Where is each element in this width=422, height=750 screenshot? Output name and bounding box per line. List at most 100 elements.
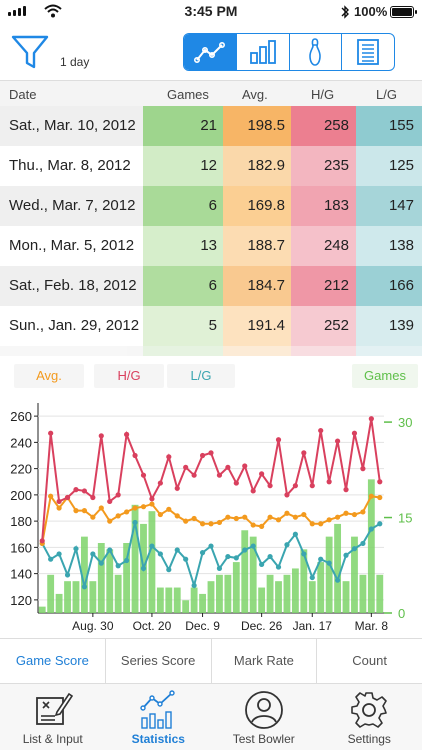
legend-hg[interactable]: H/G [94,364,164,388]
header-avg[interactable]: Avg. [242,87,268,102]
y-tick-label: 220 [10,462,32,477]
x-tick-label: Jan. 17 [293,619,333,633]
data-point [199,452,206,459]
legend-avg[interactable]: Avg. [14,364,84,388]
data-point [326,517,332,523]
games-bar [325,536,333,613]
tab-statistics[interactable]: Statistics [106,684,212,750]
cell-lg [356,346,422,356]
game-score-chart: 120 140 160 180 200 220 240 260 0 15 30 Aug. 30 Oct.… [10,403,412,633]
bar-chart-view-button[interactable] [237,34,290,70]
pin-view-button[interactable] [290,34,343,70]
y-tick-label: 180 [10,514,32,529]
table-row[interactable]: Sat., Feb. 18, 2012 6 184.7 212 166 [0,266,422,306]
cell-hg: 248 [291,226,356,266]
data-point [90,514,96,520]
stats-table: Sat., Mar. 10, 2012 21 198.5 258 155 Thu., Ma… [0,106,422,356]
y-right-tick-label: 15 [398,511,412,526]
cell-avg: 191.4 [223,306,291,346]
data-point [107,498,113,505]
list-view-button[interactable] [342,34,394,70]
legend-games[interactable]: Games [352,364,418,388]
toolbar: 1 day [0,24,422,80]
cell-games: 5 [143,306,223,346]
data-point [343,487,349,493]
data-point [292,483,298,489]
data-point [275,437,282,443]
cell-date: Thu., Mar. 8, 2012 [9,157,131,174]
y-tick-label: 260 [10,409,32,424]
cell-hg: 252 [291,306,356,346]
games-bar [72,581,80,613]
data-point [115,563,121,569]
tab-mark-rate[interactable]: Mark Rate [212,639,318,683]
table-row[interactable]: Thu., Mar. 8, 2012 12 182.9 235 125 [0,146,422,186]
games-bar [173,587,181,613]
cell-games: 6 [143,186,223,226]
y-tick-label: 200 [10,488,32,503]
table-row[interactable]: Mon., Mar. 5, 2012 13 188.7 248 138 [0,226,422,266]
data-point [351,511,358,518]
tab-count[interactable]: Count [352,653,387,668]
tab-game-score[interactable]: Game Score [0,639,106,683]
cell-lg: 166 [356,266,422,306]
data-point [183,464,189,470]
data-point [242,463,248,469]
y-right-tick-label: 0 [398,606,405,621]
bowler-icon [244,691,283,729]
data-point [140,472,147,478]
games-bar [224,574,232,613]
tab-test-bowler[interactable]: Test Bowler [211,684,317,750]
data-point [56,498,62,505]
cell-games: 13 [143,226,223,266]
x-tick-label: Dec. 26 [241,619,283,633]
y-tick-label: 140 [10,567,32,582]
header-lg[interactable]: L/G [376,87,397,102]
cell-lg: 155 [356,106,422,146]
tab-list-input-label: List & Input [22,732,83,746]
games-bar [376,574,384,613]
cell-date [0,346,143,356]
table-row[interactable]: Sat., Mar. 10, 2012 21 198.5 258 155 [0,106,422,146]
data-point [183,556,189,562]
data-point [56,551,62,557]
tab-settings[interactable]: Settings [317,684,422,750]
bar-chart-icon [249,40,276,64]
games-bar [317,562,325,613]
data-point [208,450,214,456]
data-point [132,505,138,511]
data-point [334,577,341,583]
line-chart-view-button[interactable] [184,34,237,70]
data-point [334,438,341,444]
filter-icon[interactable] [10,34,50,70]
data-point [351,430,358,436]
table-row[interactable]: Sun., Jan. 29, 2012 5 191.4 252 139 [0,306,422,346]
cell-hg: 212 [291,266,356,306]
games-bar [89,581,97,613]
cell-avg [223,346,291,356]
y-right-tick-label: 30 [398,415,412,430]
games-bar [283,574,291,613]
data-point [259,523,265,529]
data-point [81,584,88,590]
header-hg[interactable]: H/G [311,87,335,102]
header-date[interactable]: Date [9,87,37,102]
period-label: 1 day [60,55,90,69]
legend-lg[interactable]: L/G [167,364,235,388]
data-point [326,479,332,485]
bowling-pin-icon [309,38,322,66]
table-row[interactable]: Wed., Mar. 7, 2012 6 169.8 183 147 [0,186,422,226]
data-point [275,564,282,570]
data-point [90,551,96,557]
games-bar [148,511,156,613]
header-games[interactable]: Games [167,87,209,102]
games-bar [241,530,249,613]
data-point [174,485,180,491]
games-bar [216,574,223,613]
tab-list-input[interactable]: List & Input [0,684,106,750]
gear-icon [351,692,388,728]
data-point [284,542,290,548]
tab-series-score[interactable]: Series Score [106,639,212,683]
data-point [225,553,231,560]
data-point [124,509,130,515]
